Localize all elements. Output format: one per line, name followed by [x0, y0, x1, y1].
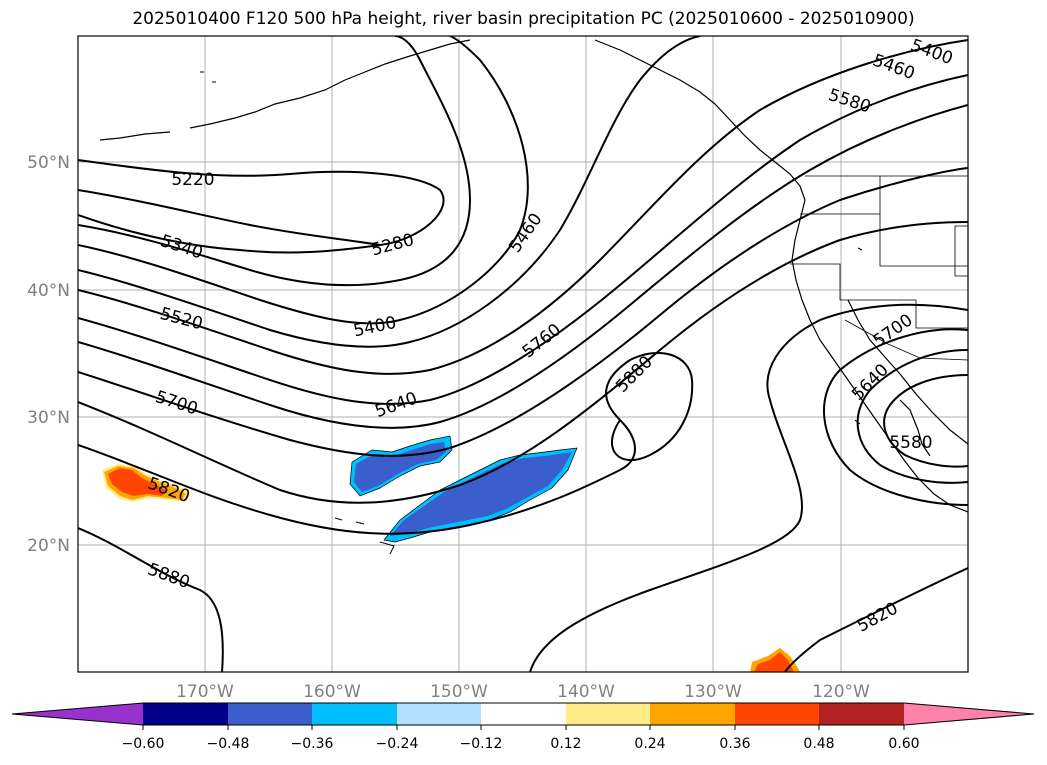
- lon-label: 140°W: [557, 682, 615, 702]
- lon-label: 150°W: [430, 682, 488, 702]
- colorbar-tick-label: 0.12: [550, 736, 581, 752]
- colorbar-tick-label: 0.48: [803, 736, 834, 752]
- colorbar-tick-label: 0.60: [888, 736, 919, 752]
- gridlines: [78, 36, 968, 672]
- map-title: 2025010400 F120 500 hPa height, river ba…: [132, 9, 915, 29]
- colorbar-tick-label: −0.24: [376, 736, 419, 752]
- positive-anomaly-hawaii-west-core: [108, 468, 166, 496]
- colorbar-swatch: [819, 703, 904, 725]
- colorbar-swatch: [735, 703, 819, 725]
- lat-label: 40°N: [27, 281, 70, 301]
- positive-anomaly-bottom-core: [754, 652, 794, 672]
- colorbar-extend-high: [904, 703, 1034, 725]
- colorbar-tick-label: −0.48: [207, 736, 250, 752]
- lat-label: 30°N: [27, 408, 70, 428]
- colorbar-swatch: [312, 703, 397, 725]
- contour-label: 5220: [171, 170, 214, 190]
- contour-label: 5580: [889, 433, 932, 453]
- lon-label: 170°W: [176, 682, 234, 702]
- colorbar-swatch: [397, 703, 481, 725]
- colorbar-tick-label: 0.24: [634, 736, 665, 752]
- lat-label: 50°N: [27, 153, 70, 173]
- map-panel: 5400 5460 5580 5220 5340 5280 5460 5520 …: [78, 36, 968, 672]
- longitude-labels: 170°W 160°W 150°W 140°W 130°W 120°W: [176, 682, 870, 702]
- colorbar-tick-label: −0.60: [122, 736, 165, 752]
- height-contours: [78, 36, 968, 672]
- colorbar-swatch: [566, 703, 650, 725]
- colorbar-swatch: [481, 703, 566, 725]
- colorbar-swatch: [228, 703, 312, 725]
- political-borders: [790, 175, 968, 361]
- negative-anomaly-south-core: [390, 452, 572, 536]
- colorbar-tick-label: 0.36: [719, 736, 750, 752]
- lon-label: 160°W: [303, 682, 361, 702]
- colorbar-tick-label: −0.36: [291, 736, 334, 752]
- colorbar: −0.60 −0.48 −0.36 −0.24 −0.12 0.12 0.24 …: [11, 702, 1035, 752]
- latitude-labels: 50°N 40°N 30°N 20°N: [27, 153, 70, 556]
- colorbar-extend-low: [12, 703, 143, 725]
- colorbar-tick-label: −0.12: [460, 736, 503, 752]
- lat-label: 20°N: [27, 536, 70, 556]
- precipitation-shading: [102, 435, 800, 672]
- colorbar-swatch: [143, 703, 228, 725]
- lon-label: 120°W: [812, 682, 870, 702]
- lon-label: 130°W: [684, 682, 742, 702]
- map-frame: [77, 35, 969, 673]
- colorbar-swatch: [650, 703, 735, 725]
